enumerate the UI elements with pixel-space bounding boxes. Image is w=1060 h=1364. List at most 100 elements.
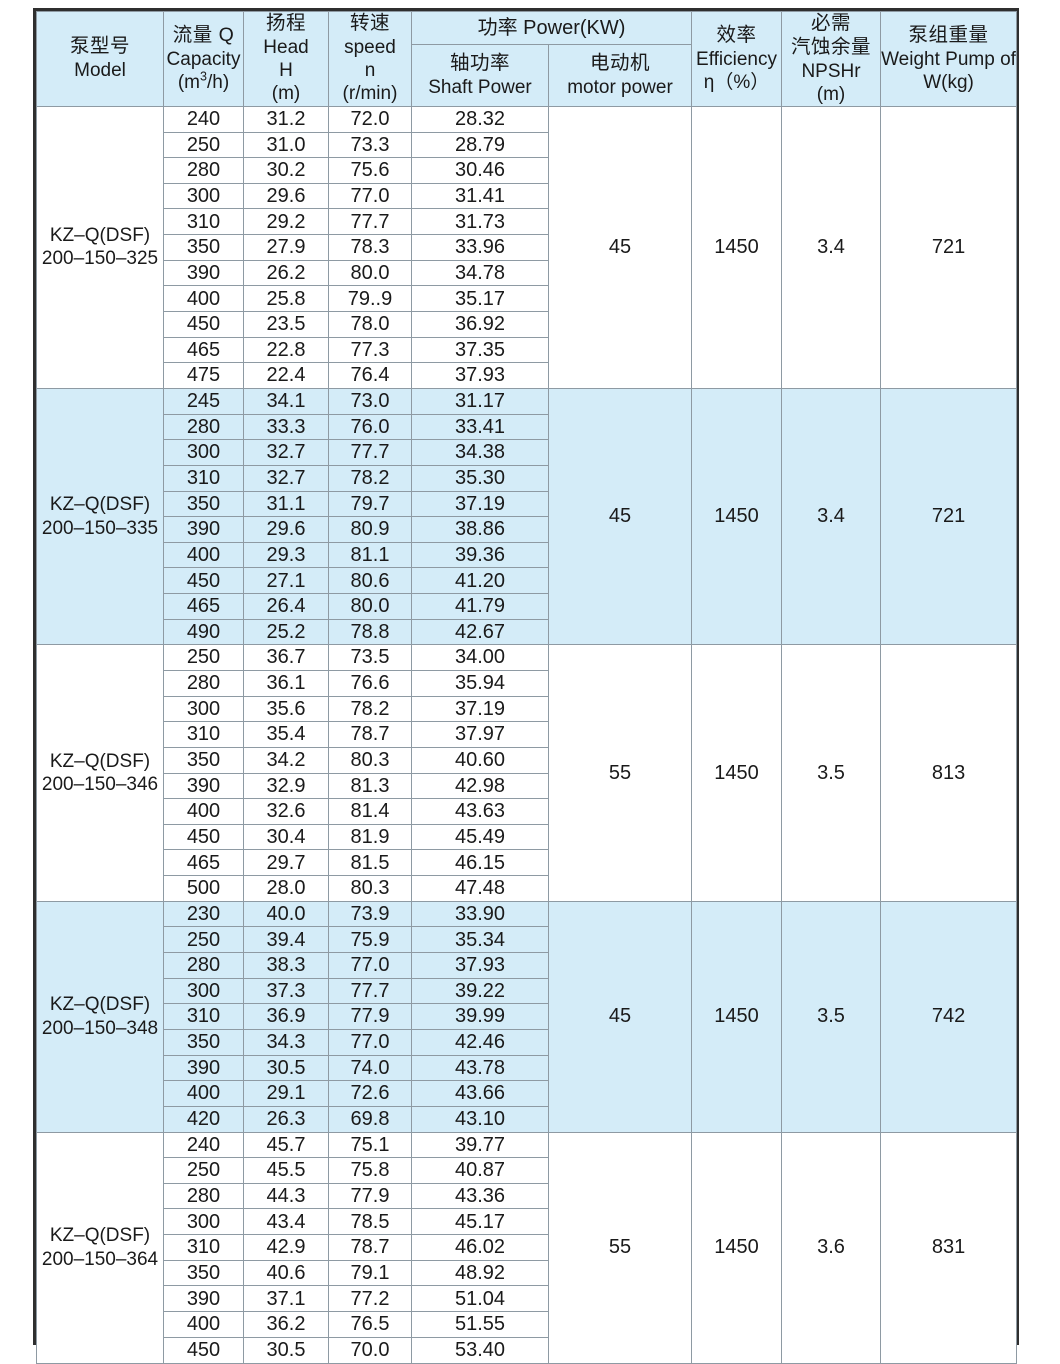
cell-shaft-power: 34.00	[411, 644, 549, 671]
table-row: 310 35.4 78.7 37.97	[37, 721, 1017, 748]
cell-capacity: 240	[163, 105, 244, 133]
cell-model: KZ–Q(DSF) 200–150–346	[36, 644, 164, 902]
cell-head: 29.7	[243, 849, 329, 877]
table-body: KZ–Q(DSF) 200–150–325 240 31.2 72.0 28.32 45 14…	[36, 105, 1018, 1364]
table-row: 400 29.3 81.1 39.36	[37, 541, 1017, 569]
cell-shaft-power: 43.63	[411, 798, 549, 825]
cell-capacity: 450	[163, 823, 244, 851]
table-row: KZ–Q(DSF) 200–150–348 230 40.0 73.9 33.90 45 14…	[36, 900, 1018, 1133]
cell-speed: 70.0	[328, 1336, 412, 1364]
cell-head: 30.2	[243, 157, 329, 184]
cell-head: 45.5	[243, 1157, 329, 1184]
table-row: 500 28.0 80.3 47.48	[37, 875, 1017, 902]
cell-speed: 80.0	[328, 593, 412, 620]
cell-speed: 77.2	[328, 1285, 412, 1313]
cell-capacity: 475	[163, 362, 244, 389]
cell-shaft-power: 42.46	[411, 1028, 549, 1056]
col-header-motor-power-cn: 电动机	[590, 51, 651, 74]
pump-specification-table: 泵型号 Model 流量 Q Capacity (m3/h) 扬程 Head H…	[36, 11, 1018, 1364]
cell-shaft-power: 37.19	[411, 490, 549, 518]
cell-shaft-power: 34.78	[411, 259, 549, 287]
cell-head: 30.4	[243, 823, 329, 851]
model-line-1: KZ–Q(DSF)	[49, 225, 151, 247]
cell-shaft-power: 33.90	[411, 900, 549, 928]
cell-capacity: 250	[163, 926, 244, 954]
cell-speed: 77.3	[328, 336, 412, 364]
cell-head: 29.6	[243, 516, 329, 543]
col-header-head-unit: (m)	[271, 83, 301, 105]
cell-speed: 80.3	[328, 746, 412, 774]
cell-capacity: 350	[163, 490, 244, 518]
table-row: 300 35.6 78.2 37.19	[37, 695, 1017, 723]
col-header-motor-power-en: motor power	[567, 76, 673, 98]
cell-efficiency: 1450	[691, 1131, 783, 1364]
cell-head: 39.4	[243, 926, 329, 954]
table-row: 310 42.9 78.7 46.02	[37, 1234, 1017, 1261]
cell-capacity: 240	[163, 1131, 244, 1159]
cell-shaft-power: 41.20	[411, 567, 549, 595]
col-header-shaft-power-cn: 轴功率	[449, 51, 510, 74]
cell-speed: 78.3	[328, 234, 412, 261]
col-header-head-en: Head	[263, 37, 309, 59]
cell-capacity: 280	[163, 413, 244, 441]
cell-capacity: 400	[163, 285, 244, 313]
col-header-speed: 转速 speed n (r/min)	[328, 11, 412, 107]
cell-model: KZ–Q(DSF) 200–150–348	[36, 900, 164, 1133]
cell-capacity: 350	[163, 746, 244, 774]
cell-head: 25.8	[243, 285, 329, 313]
table-row: 400 25.8 79..9 35.17	[37, 285, 1017, 313]
cell-speed: 81.1	[328, 541, 412, 569]
cell-efficiency: 1450	[691, 900, 783, 1133]
cell-capacity: 280	[163, 1182, 244, 1210]
cell-shaft-power: 33.41	[411, 413, 549, 441]
cell-speed: 78.8	[328, 618, 412, 646]
table-row: KZ–Q(DSF) 200–150–346 250 36.7 73.5 34.00 55 14…	[36, 644, 1018, 902]
cell-shaft-power: 35.94	[411, 670, 549, 697]
cell-speed: 72.0	[328, 105, 412, 133]
cell-efficiency: 1450	[691, 644, 783, 902]
table-row: 280 36.1 76.6 35.94	[37, 670, 1017, 697]
cell-efficiency: 1450	[691, 105, 783, 389]
cell-speed: 75.9	[328, 926, 412, 954]
col-header-speed-unit: (r/min)	[342, 83, 398, 105]
model-line-1: KZ–Q(DSF)	[49, 494, 151, 516]
col-header-power-group: 功率 Power(KW)	[410, 11, 693, 45]
cell-shaft-power: 51.55	[411, 1311, 549, 1338]
cell-speed: 73.3	[328, 131, 412, 159]
col-header-speed-cn: 转速	[349, 12, 390, 35]
cell-shaft-power: 42.98	[411, 772, 549, 800]
cell-capacity: 280	[163, 670, 244, 697]
col-header-efficiency-unit: η（%）	[703, 71, 770, 93]
cell-capacity: 310	[163, 464, 244, 492]
cell-head: 29.3	[243, 541, 329, 569]
cell-capacity: 280	[163, 952, 244, 979]
cell-capacity: 465	[163, 593, 244, 620]
cell-head: 22.8	[243, 336, 329, 364]
cell-capacity: 390	[163, 259, 244, 287]
cell-head: 38.3	[243, 952, 329, 979]
col-header-weight-cn: 泵组重量	[908, 23, 989, 46]
cell-capacity: 465	[163, 336, 244, 364]
cell-shaft-power: 46.02	[411, 1234, 549, 1261]
col-header-shaft-power: 轴功率 Shaft Power	[411, 43, 549, 107]
cell-weight: 721	[880, 105, 1018, 389]
cell-head: 22.4	[243, 362, 329, 389]
table-row: 465 26.4 80.0 41.79	[37, 593, 1017, 620]
cell-speed: 77.0	[328, 1028, 412, 1056]
cell-capacity: 310	[163, 1003, 244, 1030]
cell-capacity: 420	[163, 1105, 244, 1133]
cell-head: 40.0	[243, 900, 329, 928]
cell-head: 32.9	[243, 772, 329, 800]
cell-speed: 80.6	[328, 567, 412, 595]
cell-shaft-power: 37.35	[411, 336, 549, 364]
cell-head: 23.5	[243, 311, 329, 338]
cell-speed: 81.3	[328, 772, 412, 800]
table-row: 350 27.9 78.3 33.96	[37, 234, 1017, 261]
cell-head: 35.4	[243, 721, 329, 748]
cell-shaft-power: 36.92	[411, 311, 549, 338]
cell-head: 29.1	[243, 1080, 329, 1107]
cell-head: 26.2	[243, 259, 329, 287]
cell-capacity: 400	[163, 1080, 244, 1107]
table-row: 400 36.2 76.5 51.55	[37, 1311, 1017, 1338]
cell-capacity: 390	[163, 1054, 244, 1082]
